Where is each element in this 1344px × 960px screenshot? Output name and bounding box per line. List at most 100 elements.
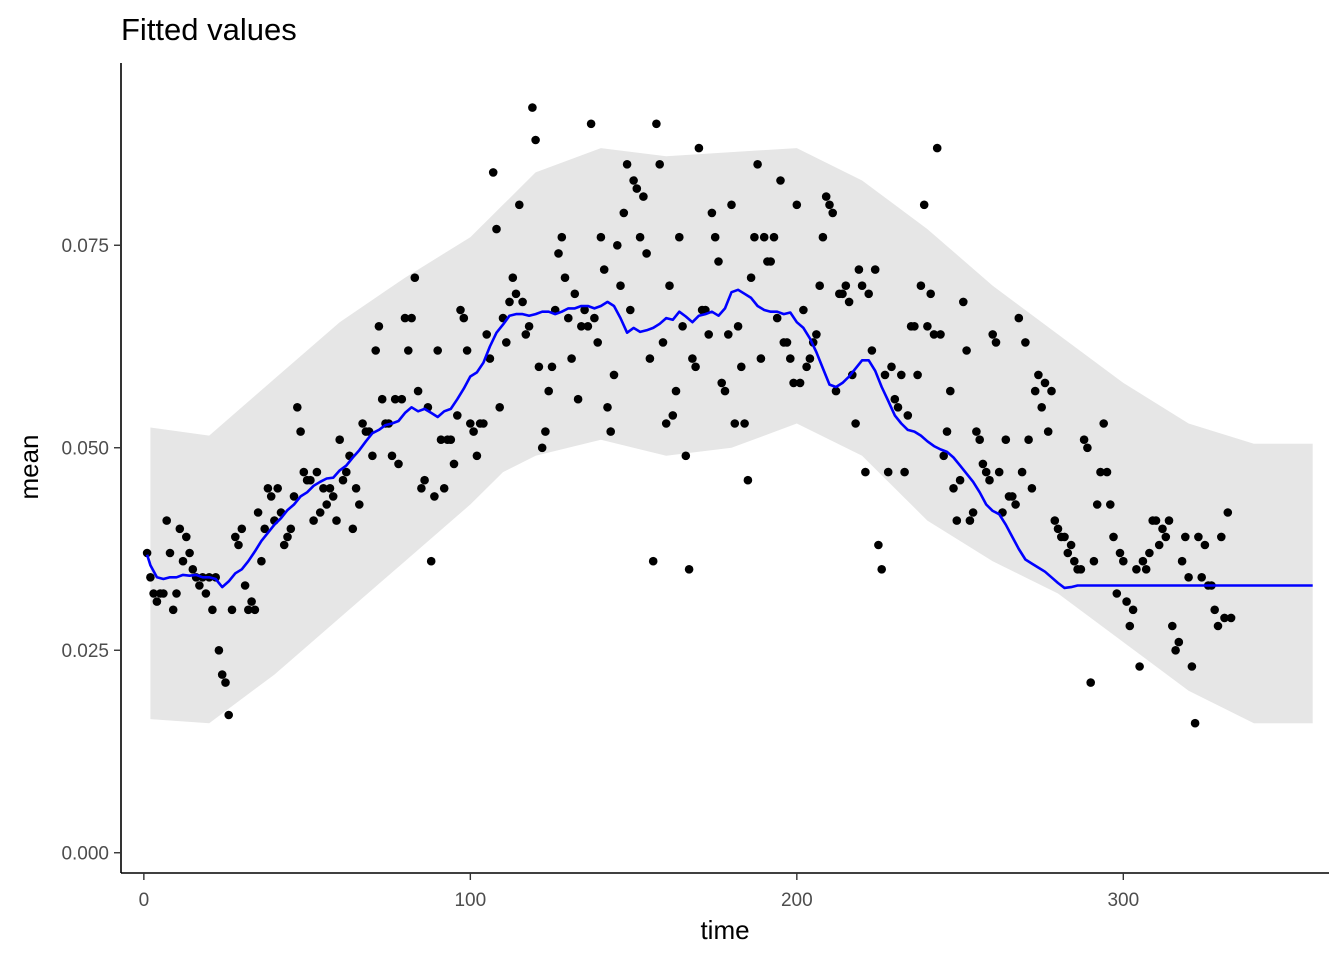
data-point-9 (172, 589, 181, 598)
data-point-248 (952, 516, 962, 525)
data-point-227 (883, 467, 893, 477)
data-point-191 (766, 257, 775, 266)
data-point-108 (495, 403, 505, 412)
data-point-133 (577, 322, 586, 331)
data-point-261 (994, 467, 1004, 477)
data-point-130 (567, 354, 576, 363)
data-point-245 (942, 427, 952, 436)
data-point-303 (1132, 565, 1141, 574)
data-point-66 (358, 419, 367, 428)
data-point-118 (528, 103, 537, 112)
data-point-149 (629, 176, 638, 185)
data-point-31 (244, 605, 253, 615)
data-point-323 (1197, 573, 1206, 582)
data-point-315 (1171, 646, 1180, 655)
data-point-112 (508, 273, 518, 283)
data-point-317 (1177, 556, 1187, 566)
data-point-45 (289, 492, 299, 501)
data-point-268 (1017, 467, 1027, 477)
data-point-240 (926, 289, 935, 299)
data-point-30 (240, 581, 250, 590)
data-point-144 (613, 241, 622, 250)
data-point-3 (152, 597, 162, 606)
data-point-287 (1079, 435, 1089, 445)
data-point-94 (449, 459, 459, 469)
data-point-123 (544, 386, 553, 396)
data-point-219 (857, 281, 867, 291)
data-point-53 (315, 508, 325, 517)
y-tick-label-0: 0.000 (61, 843, 109, 864)
data-point-150 (632, 184, 642, 193)
data-point-70 (371, 346, 381, 355)
data-point-270 (1024, 435, 1033, 445)
data-point-157 (655, 160, 664, 169)
data-point-176 (717, 378, 726, 388)
data-point-289 (1086, 678, 1095, 687)
data-point-313 (1164, 516, 1174, 525)
data-point-327 (1210, 605, 1219, 615)
data-point-194 (776, 176, 785, 185)
data-point-239 (923, 322, 932, 331)
data-point-174 (710, 232, 720, 242)
data-point-290 (1089, 556, 1099, 566)
y-tick-label-2: 0.050 (61, 438, 109, 459)
data-point-178 (724, 330, 733, 339)
data-point-71 (374, 322, 384, 331)
data-point-51 (309, 516, 318, 525)
data-point-101 (472, 451, 482, 461)
x-tick-label-2: 200 (781, 890, 813, 911)
data-point-220 (861, 467, 870, 477)
data-point-286 (1076, 565, 1086, 574)
data-point-169 (694, 143, 704, 153)
data-point-230 (893, 403, 903, 412)
data-point-35 (257, 556, 266, 566)
data-point-250 (959, 297, 968, 307)
data-point-257 (981, 467, 991, 477)
data-point-199 (792, 200, 802, 210)
data-point-284 (1070, 556, 1079, 566)
data-point-69 (368, 451, 377, 461)
data-point-298 (1115, 548, 1125, 558)
data-point-213 (838, 289, 847, 299)
data-point-275 (1040, 378, 1050, 388)
data-point-135 (583, 322, 593, 331)
data-point-36 (260, 524, 270, 534)
data-point-166 (684, 565, 694, 574)
data-point-20 (208, 605, 217, 615)
y-axis-title: mean (14, 434, 44, 499)
data-point-273 (1034, 370, 1043, 380)
data-point-54 (319, 484, 328, 493)
data-point-142 (606, 427, 615, 436)
data-point-215 (844, 297, 854, 307)
data-point-181 (733, 322, 743, 331)
data-point-56 (325, 484, 335, 493)
data-point-247 (949, 484, 958, 493)
data-point-201 (799, 305, 808, 315)
data-point-236 (913, 370, 922, 380)
data-point-77 (394, 459, 403, 469)
data-point-126 (554, 249, 563, 258)
data-point-57 (328, 492, 338, 501)
data-point-37 (263, 484, 273, 493)
data-point-321 (1190, 718, 1200, 728)
data-point-99 (466, 419, 475, 428)
data-point-87 (426, 556, 436, 566)
data-point-305 (1138, 556, 1148, 566)
data-point-29 (237, 524, 247, 534)
data-point-128 (560, 273, 570, 283)
data-point-60 (338, 475, 348, 485)
data-point-82 (410, 273, 420, 283)
data-point-145 (616, 281, 625, 291)
data-point-146 (619, 208, 629, 218)
data-point-260 (991, 338, 1001, 347)
data-point-288 (1083, 443, 1092, 453)
data-point-279 (1053, 524, 1063, 534)
data-point-79 (400, 313, 410, 323)
data-point-147 (622, 160, 632, 169)
data-point-258 (985, 475, 994, 485)
data-point-65 (355, 500, 364, 509)
data-point-23 (217, 670, 227, 679)
data-point-90 (436, 435, 446, 445)
data-point-193 (772, 313, 782, 323)
